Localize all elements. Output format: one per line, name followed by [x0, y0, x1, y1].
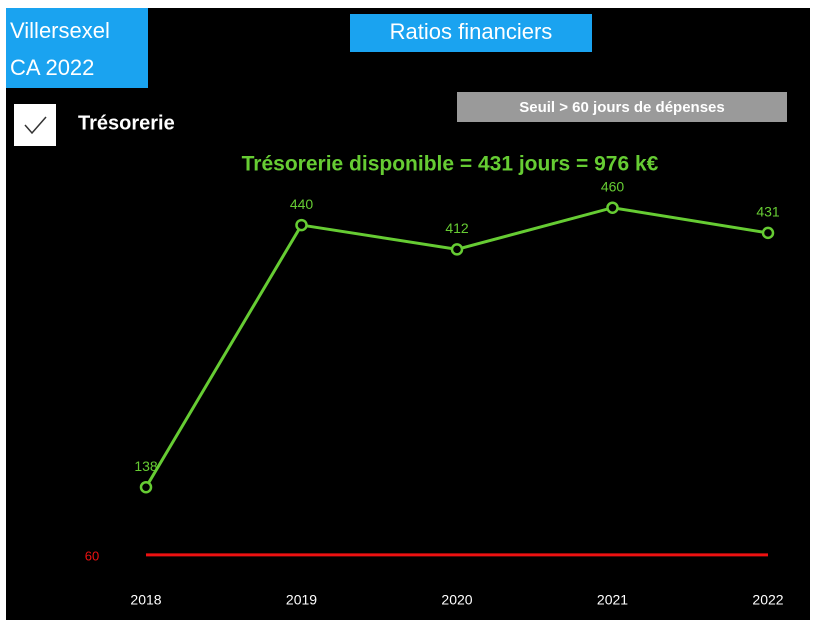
point — [295, 218, 308, 232]
toggle-label[interactable]: Trésorerie — [78, 112, 175, 134]
entity: Villersexel — [10, 18, 110, 43]
check-mark — [24, 116, 47, 135]
period: CA 2022 — [10, 55, 94, 80]
x-tick-label: 2019 — [286, 592, 317, 608]
data-label: 412 — [445, 220, 469, 236]
point — [761, 226, 775, 240]
chart-title: Trésorerie disponible = 431 jours = 976 … — [242, 153, 659, 176]
section-title: Ratios financiers — [390, 19, 553, 44]
data-label: 460 — [601, 178, 625, 194]
point — [139, 480, 153, 494]
entity-box — [6, 8, 148, 88]
section-box — [350, 14, 592, 52]
badge: Seuil > 60 jours de dépenses — [519, 99, 725, 116]
data-label: 440 — [290, 196, 314, 212]
x-tick-label: 2018 — [130, 592, 161, 608]
data-label: 431 — [756, 204, 780, 220]
badge-box — [457, 92, 787, 122]
x-tick-label: 2021 — [597, 592, 628, 608]
x-tick-label: 2022 — [752, 592, 783, 608]
checkbox[interactable] — [14, 104, 56, 146]
x-tick-label: 2020 — [441, 592, 472, 608]
point — [450, 243, 464, 256]
data-label: 138 — [134, 458, 158, 474]
point — [606, 201, 619, 214]
threshold-label: 60 — [85, 548, 99, 563]
